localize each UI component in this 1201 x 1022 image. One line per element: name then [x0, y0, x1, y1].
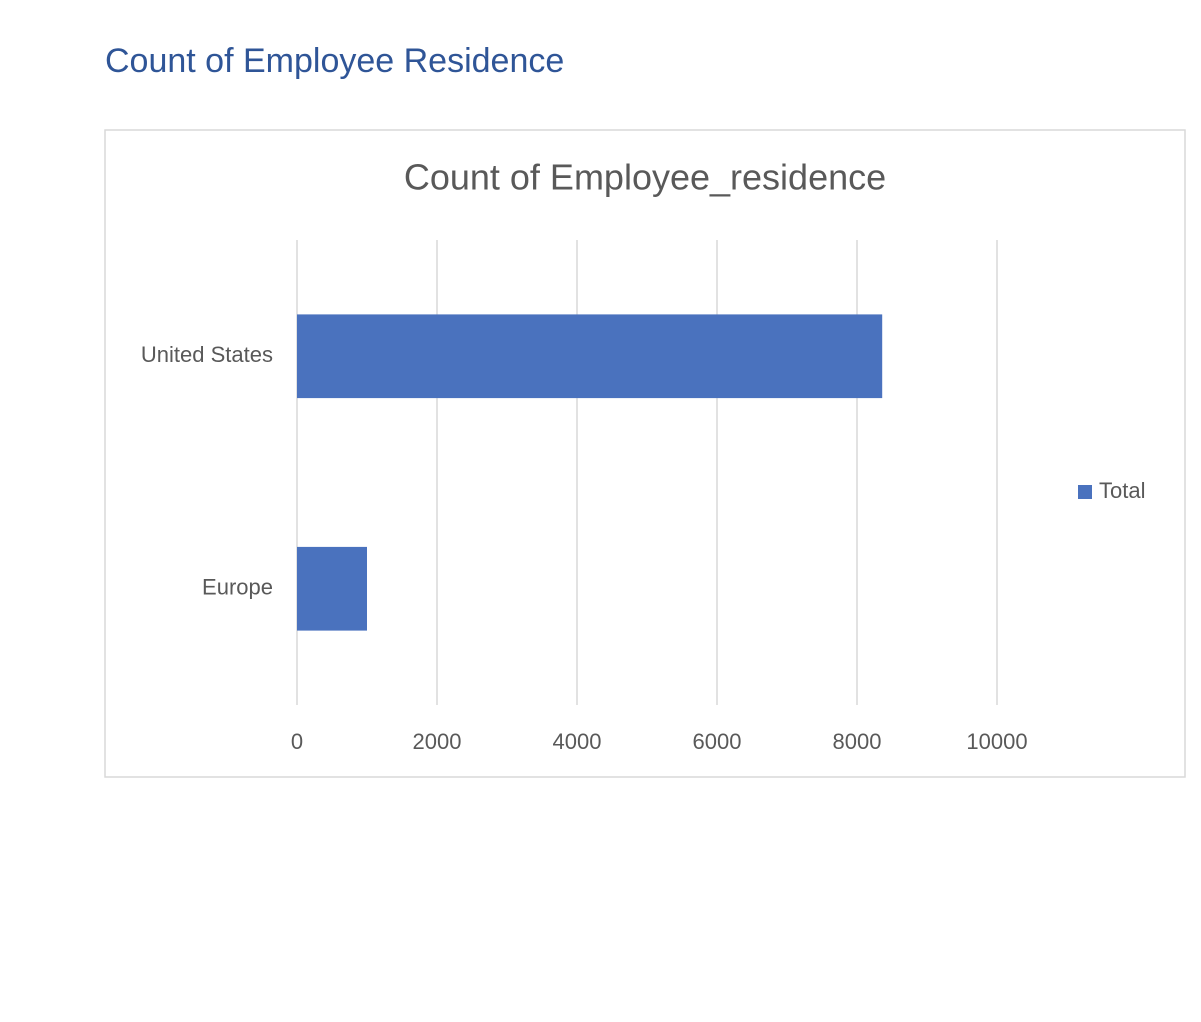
x-tick-label: 0	[291, 729, 303, 754]
y-tick-label: Europe	[202, 575, 273, 600]
x-tick-label: 4000	[553, 729, 602, 754]
x-tick-label: 6000	[693, 729, 742, 754]
legend-label: Total	[1099, 478, 1145, 503]
y-tick-label: United States	[141, 342, 273, 367]
chart-frame	[104, 129, 1186, 778]
bar	[297, 314, 883, 399]
page-heading: Count of Employee Residence	[105, 42, 564, 80]
bar	[297, 546, 367, 631]
legend-swatch	[1078, 485, 1092, 499]
x-tick-label: 2000	[413, 729, 462, 754]
chart-title: Count of Employee_residence	[404, 157, 886, 198]
x-tick-label: 8000	[833, 729, 882, 754]
x-tick-label: 10000	[966, 729, 1027, 754]
